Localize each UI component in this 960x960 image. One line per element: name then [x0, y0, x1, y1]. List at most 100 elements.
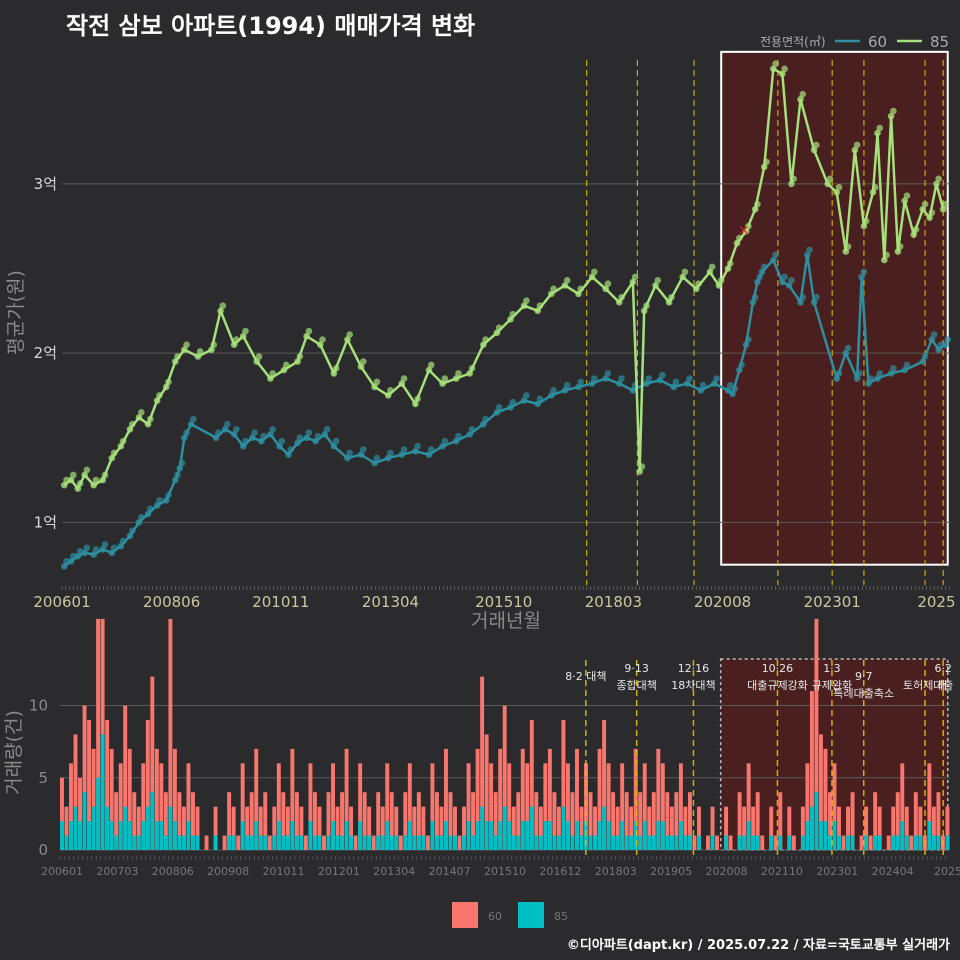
data-point-85	[770, 65, 777, 73]
bar-85	[805, 821, 810, 850]
data-point-60	[563, 381, 571, 389]
bar-60	[927, 763, 932, 850]
data-point-60	[296, 434, 304, 442]
data-point-85	[280, 366, 288, 374]
data-point-85	[939, 205, 947, 213]
data-point-60	[221, 425, 229, 433]
bar-60	[222, 835, 227, 850]
bar-60	[886, 835, 891, 850]
data-point-85	[303, 332, 310, 340]
data-point-85	[455, 370, 462, 377]
data-point-60	[269, 425, 276, 433]
bar-60	[561, 720, 566, 850]
data-point-60	[937, 341, 945, 348]
bar-60	[407, 763, 412, 850]
data-point-85	[536, 302, 544, 310]
data-point-85	[81, 471, 88, 479]
data-point-60	[507, 403, 514, 411]
data-point-85	[294, 358, 301, 365]
data-point-60	[215, 429, 222, 436]
data-point-60	[387, 449, 394, 457]
data-point-85	[695, 280, 702, 288]
bar-85	[105, 806, 110, 850]
bar-60	[900, 763, 905, 850]
data-point-85	[575, 290, 582, 298]
data-point-85	[548, 290, 555, 298]
bar-60	[597, 748, 602, 850]
data-point-60	[890, 365, 897, 372]
bar-85	[904, 835, 909, 850]
bar-60	[299, 806, 304, 850]
bar-60	[281, 792, 286, 850]
bar-60	[895, 792, 900, 850]
data-point-60	[171, 476, 179, 484]
data-point-85	[724, 265, 732, 272]
data-point-60	[842, 349, 850, 357]
bar-85	[109, 821, 114, 850]
data-point-85	[602, 285, 609, 293]
bar-60	[534, 792, 539, 850]
data-point-85	[842, 248, 850, 255]
data-point-85	[788, 180, 795, 188]
bar-60	[82, 705, 87, 850]
data-point-60	[874, 375, 881, 382]
data-point-85	[425, 366, 433, 374]
bar-85	[629, 835, 634, 850]
bar-60	[728, 835, 733, 850]
bar-60	[141, 763, 146, 850]
bar-85	[850, 835, 855, 850]
data-point-85	[588, 273, 596, 281]
bar-60	[389, 792, 394, 850]
bar-60	[60, 777, 64, 850]
data-point-60	[482, 415, 489, 423]
bar-60	[525, 763, 530, 850]
data-point-85	[903, 192, 911, 200]
bar-60	[412, 806, 417, 850]
data-point-85	[826, 175, 834, 183]
data-point-60	[856, 370, 863, 377]
bar-60	[543, 763, 548, 850]
data-point-60	[643, 380, 650, 387]
bar-60	[195, 806, 200, 850]
bar-60	[154, 748, 159, 850]
data-point-85	[83, 466, 91, 474]
data-point-85	[99, 476, 107, 484]
data-point-85	[874, 129, 881, 137]
data-point-60	[745, 336, 752, 343]
bar-60	[697, 806, 701, 850]
bar-60	[453, 806, 457, 850]
data-point-60	[455, 432, 462, 440]
bar-60	[191, 792, 195, 850]
data-point-60	[126, 532, 134, 540]
bar-85	[624, 835, 629, 850]
data-point-60	[346, 449, 353, 457]
data-point-85	[480, 341, 487, 348]
bar-85	[439, 835, 444, 850]
data-point-85	[219, 302, 227, 310]
bar-60	[828, 792, 832, 850]
bar-85	[769, 835, 774, 850]
data-point-85	[926, 214, 933, 222]
bar-60	[168, 618, 173, 850]
bar-60	[127, 748, 132, 850]
bar-60	[751, 806, 756, 850]
bar-85	[263, 835, 268, 850]
bar-85	[516, 835, 521, 850]
data-point-60	[853, 375, 861, 382]
data-point-60	[901, 366, 908, 374]
bar-60	[213, 806, 218, 850]
bar-85	[403, 835, 408, 850]
bar-85	[809, 806, 814, 850]
data-point-85	[330, 370, 338, 377]
bar-60	[177, 792, 182, 850]
policy-label: 9·7	[855, 670, 873, 683]
data-point-60	[314, 432, 322, 440]
data-point-85	[183, 341, 190, 348]
bar-85	[172, 821, 177, 850]
data-point-85	[876, 124, 884, 132]
data-point-60	[876, 370, 884, 377]
policy-label: 대출규제강화	[747, 679, 808, 692]
data-point-85	[742, 227, 750, 235]
bar-85	[308, 821, 313, 850]
data-point-60	[561, 387, 569, 394]
